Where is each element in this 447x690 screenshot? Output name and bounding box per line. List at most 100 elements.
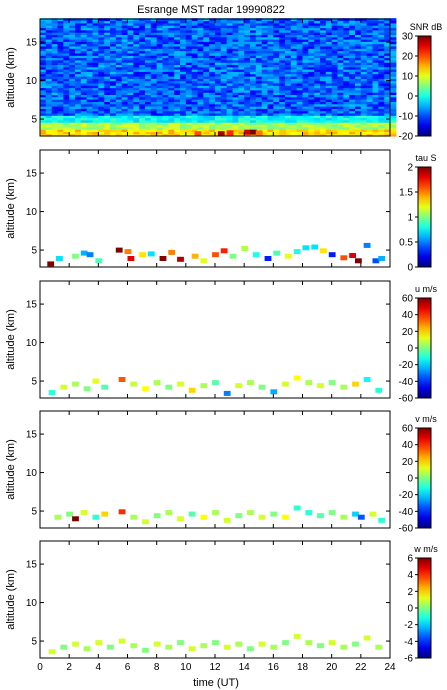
snr-cell: [308, 36, 315, 40]
snr-cell: [378, 64, 385, 68]
snr-cell: [86, 48, 94, 52]
snr-cell: [133, 66, 140, 70]
snr-cell: [145, 66, 152, 70]
snr-cell: [366, 25, 374, 29]
snr-cell: [220, 71, 228, 75]
snr-cell: [185, 73, 193, 77]
snr-cell: [238, 112, 245, 116]
snr-cell: [98, 36, 105, 40]
snr-cell: [366, 18, 374, 22]
snr-cell: [121, 29, 129, 33]
snr-cell: [244, 64, 251, 68]
data-cell: [139, 129, 146, 135]
snr-cell: [360, 41, 368, 45]
snr-cell: [156, 78, 164, 82]
snr-cell: [384, 94, 391, 98]
snr-cell: [314, 66, 321, 70]
snr-cell: [320, 80, 327, 84]
snr-cell: [162, 99, 169, 102]
snr-cell: [86, 45, 94, 49]
snr-cell: [308, 22, 315, 26]
snr-cell: [168, 59, 175, 63]
snr-cell: [110, 55, 117, 59]
snr-cell: [285, 18, 292, 22]
snr-cell: [174, 108, 181, 112]
snr-cell: [40, 92, 47, 95]
snr-cell: [279, 82, 286, 86]
snr-cell: [92, 108, 99, 112]
snr-cell: [98, 89, 105, 93]
snr-cell: [209, 57, 216, 61]
snr-cell: [337, 48, 344, 52]
snr-cell: [174, 89, 181, 93]
snr-cell: [215, 25, 222, 29]
snr-cell: [180, 99, 187, 102]
snr-cell: [279, 92, 286, 95]
snr-cell: [238, 94, 245, 98]
snr-cell: [226, 87, 234, 91]
snr-cell: [162, 129, 169, 132]
snr-cell: [238, 71, 245, 75]
snr-cell: [40, 20, 47, 24]
snr-cell: [57, 78, 64, 82]
snr-cell: [150, 99, 158, 102]
snr-cell: [203, 131, 210, 135]
snr-cell: [98, 20, 105, 24]
snr-cell: [360, 92, 368, 95]
snr-cell: [150, 80, 158, 84]
snr-cell: [75, 34, 82, 38]
snr-cell: [174, 62, 181, 65]
snr-cell: [209, 76, 216, 79]
snr-cell: [378, 71, 385, 75]
snr-cell: [145, 57, 152, 61]
snr-cell: [121, 62, 129, 65]
snr-cell: [349, 32, 356, 35]
snr-cell: [355, 96, 362, 100]
snr-cell: [238, 117, 245, 121]
snr-cell: [133, 48, 140, 52]
snr-cell: [255, 108, 263, 112]
snr-cell: [384, 32, 391, 35]
snr-cell: [45, 27, 53, 31]
snr-cell: [110, 89, 117, 93]
snr-cell: [226, 110, 234, 114]
snr-cell: [390, 66, 397, 70]
snr-cell: [40, 78, 47, 82]
snr-cell: [290, 117, 298, 121]
snr-cell: [302, 112, 309, 116]
snr-cell: [238, 34, 245, 38]
snr-cell: [145, 129, 152, 132]
snr-cell: [203, 39, 210, 42]
snr-cell: [69, 87, 76, 91]
snr-cell: [279, 29, 286, 33]
data-cell: [165, 384, 173, 390]
snr-cell: [372, 20, 379, 24]
snr-cell: [139, 36, 146, 40]
snr-cell: [150, 69, 158, 72]
snr-cell: [390, 73, 397, 77]
snr-cell: [110, 18, 117, 22]
snr-cell: [185, 62, 193, 65]
snr-cell: [366, 129, 374, 132]
snr-cell: [115, 110, 123, 114]
data-cell: [142, 519, 149, 525]
snr-cell: [51, 39, 59, 42]
data-cell: [118, 377, 126, 382]
snr-cell: [63, 20, 70, 24]
snr-cell: [232, 87, 239, 91]
snr-cell: [308, 101, 315, 105]
snr-cell: [168, 43, 175, 47]
snr-cell: [378, 99, 385, 102]
snr-cell: [238, 57, 245, 61]
snr-cell: [261, 27, 269, 31]
snr-cell: [86, 129, 94, 132]
snr-cell: [285, 29, 292, 33]
snr-cell: [290, 57, 298, 61]
snr-cell: [279, 112, 286, 116]
snr-cell: [191, 73, 199, 77]
snr-cell: [185, 78, 193, 82]
snr-cell: [390, 115, 397, 119]
snr-cell: [390, 92, 397, 95]
snr-cell: [267, 133, 274, 137]
snr-cell: [261, 76, 269, 79]
